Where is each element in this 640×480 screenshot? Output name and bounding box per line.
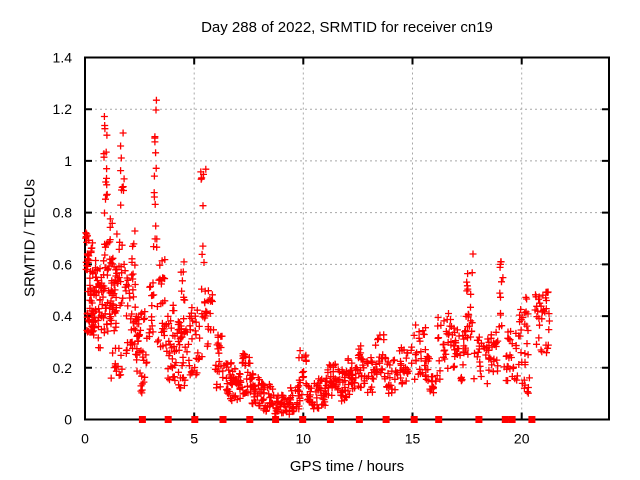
event-marker	[299, 416, 307, 423]
y-tick-label: 0.8	[53, 205, 73, 221]
event-marker	[475, 416, 483, 423]
scatter-points	[82, 96, 553, 418]
y-tick-label: 1	[64, 153, 72, 169]
y-tick-label: 0.4	[53, 308, 73, 324]
y-tick-label: 1.2	[53, 101, 73, 117]
event-marker	[410, 416, 418, 423]
y-tick-label: 0	[64, 412, 72, 428]
event-marker	[435, 416, 443, 423]
x-tick-label: 0	[81, 431, 89, 447]
y-tick-label: 1.4	[53, 50, 73, 66]
y-tick-label: 0.6	[53, 256, 73, 272]
x-tick-label: 5	[190, 431, 198, 447]
event-marker	[138, 416, 146, 423]
plot-border	[84, 56, 610, 421]
event-marker	[326, 416, 334, 423]
x-tick-label: 10	[296, 431, 312, 447]
event-marker	[501, 416, 509, 423]
event-marker	[508, 416, 516, 423]
event-marker	[355, 416, 363, 423]
event-marker	[528, 416, 536, 423]
x-axis-title: GPS time / hours	[289, 458, 405, 475]
grid-lines	[85, 57, 609, 420]
event-marker	[191, 416, 199, 423]
chart-title: Day 288 of 2022, SRMTID for receiver cn1…	[201, 19, 493, 36]
x-tick-label: 20	[514, 431, 530, 447]
x-tick-label: 15	[405, 431, 421, 447]
event-marker	[246, 416, 254, 423]
event-marker	[272, 416, 280, 423]
event-marker	[219, 416, 227, 423]
axis-ticks	[84, 56, 609, 421]
event-marker	[382, 416, 390, 423]
y-tick-label: 0.2	[53, 360, 73, 376]
event-marker	[164, 416, 172, 423]
